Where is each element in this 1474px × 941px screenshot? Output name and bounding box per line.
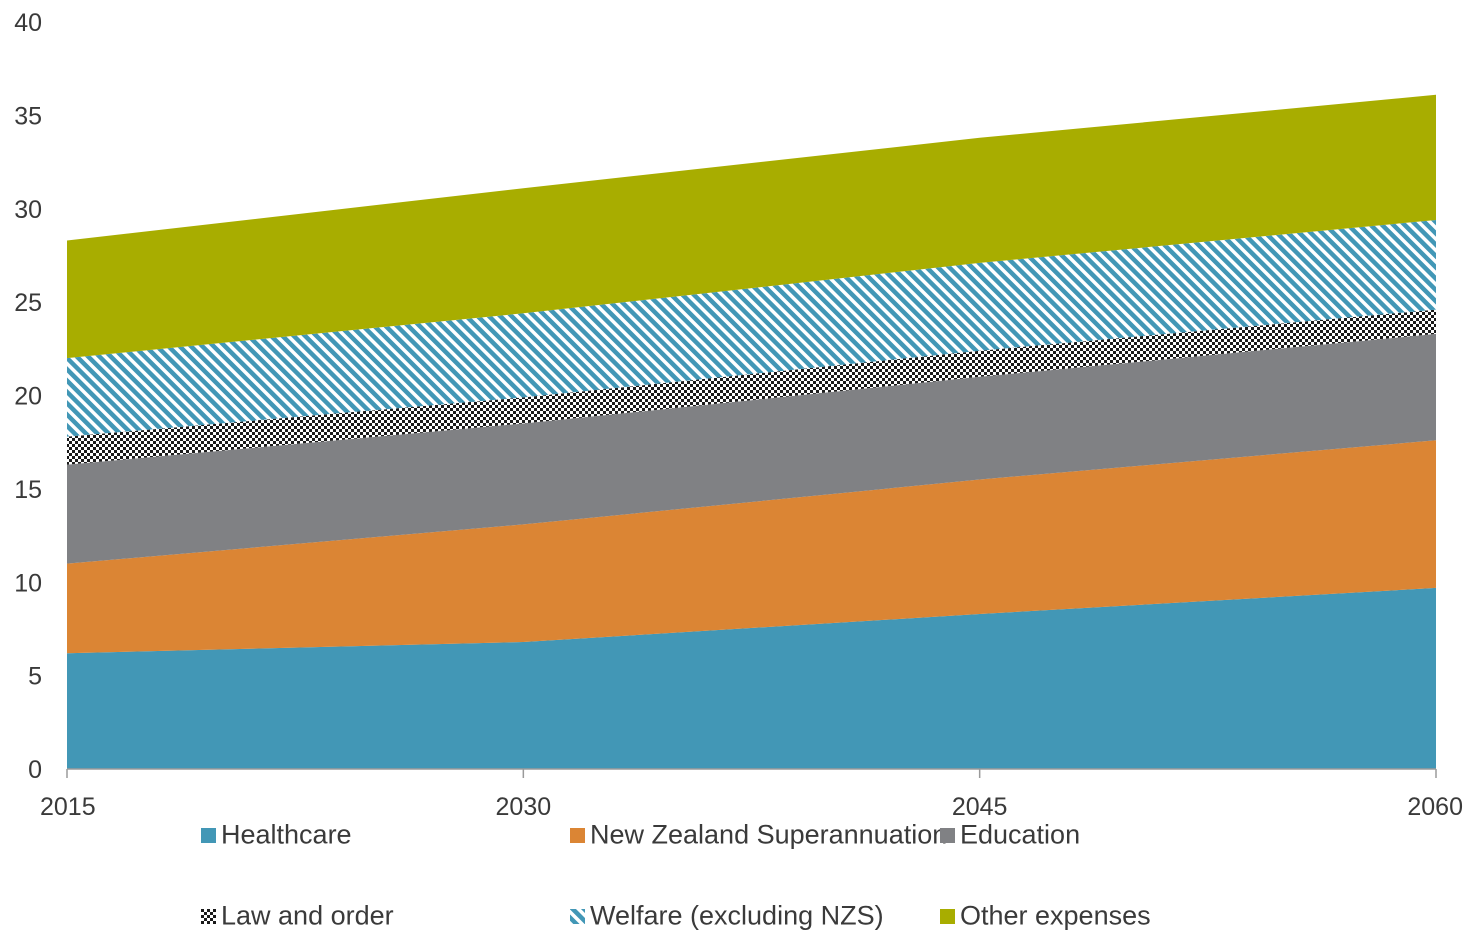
y-tick-label: 0 bbox=[28, 756, 42, 784]
area-new-zealand-superannuation bbox=[67, 440, 1436, 654]
legend-label-welfare-excluding-nzs: Welfare (excluding NZS) bbox=[590, 901, 884, 931]
x-tick-label: 2060 bbox=[1407, 793, 1463, 821]
y-tick-label: 30 bbox=[14, 196, 42, 224]
y-tick-label: 5 bbox=[28, 663, 42, 691]
y-tick-label: 25 bbox=[14, 289, 42, 317]
legend-swatch-healthcare bbox=[201, 828, 216, 843]
area-healthcare bbox=[67, 587, 1436, 769]
legend-swatch-education bbox=[940, 828, 955, 843]
y-tick-label: 15 bbox=[14, 476, 42, 504]
x-tick-label: 2030 bbox=[496, 793, 552, 821]
legend-label-other-expenses: Other expenses bbox=[960, 901, 1151, 931]
x-tick-label: 2015 bbox=[40, 793, 96, 821]
area-welfare-excluding-nzs bbox=[67, 220, 1436, 437]
area-layers bbox=[67, 94, 1436, 769]
y-tick-label: 20 bbox=[14, 383, 42, 411]
x-tick-label: 2045 bbox=[952, 793, 1008, 821]
area-education bbox=[67, 333, 1436, 564]
area-other-expenses bbox=[67, 94, 1436, 359]
legend-label-healthcare: Healthcare bbox=[221, 820, 352, 850]
axes: 2015 2030 2045 2060 0 5 10 15 20 25 30 35 40 bbox=[14, 9, 1463, 821]
y-tick-label: 40 bbox=[14, 9, 42, 37]
y-tick-label: 10 bbox=[14, 569, 42, 597]
legend-swatch-welfare-excluding-nzs bbox=[570, 909, 585, 924]
legend-swatch-law-and-order bbox=[201, 909, 216, 924]
legend-swatch-new-zealand-superannuation bbox=[570, 828, 585, 843]
area-law-and-order bbox=[67, 309, 1436, 465]
legend-label-law-and-order: Law and order bbox=[221, 901, 394, 931]
legend: Healthcare New Zealand Superannuation Educ… bbox=[201, 820, 1151, 931]
y-tick-label: 35 bbox=[14, 102, 42, 130]
legend-label-new-zealand-superannuation: New Zealand Superannuation bbox=[590, 820, 947, 850]
legend-swatch-other-expenses bbox=[940, 909, 955, 924]
legend-label-education: Education bbox=[960, 820, 1080, 850]
